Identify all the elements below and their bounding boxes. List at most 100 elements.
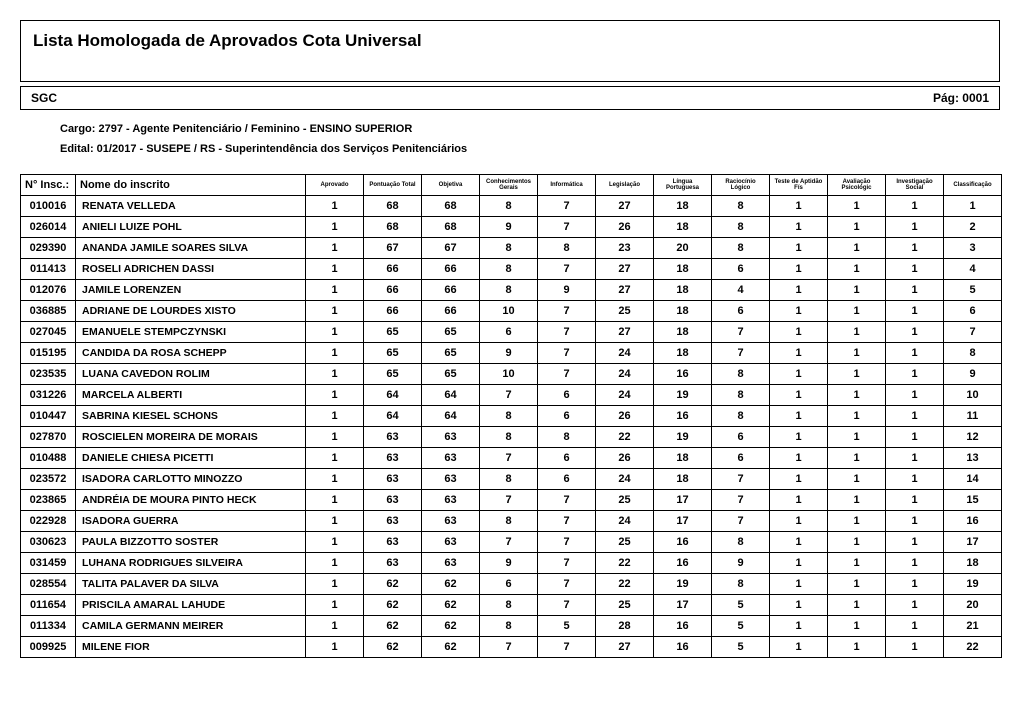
- cell-value: 6: [538, 384, 596, 405]
- table-row: 010488DANIELE CHIESA PICETTI163637626186…: [21, 447, 1002, 468]
- cell-value: 1: [886, 426, 944, 447]
- cell-value: 1: [306, 216, 364, 237]
- table-row: 027870ROSCIELEN MOREIRA DE MORAIS1636388…: [21, 426, 1002, 447]
- cell-value: 6: [712, 447, 770, 468]
- cell-value: 1: [828, 468, 886, 489]
- cell-nome: ROSCIELEN MOREIRA DE MORAIS: [76, 426, 306, 447]
- cell-value: 1: [770, 573, 828, 594]
- col-inscricao: N° Insc.:: [21, 174, 76, 195]
- cell-value: 1: [886, 636, 944, 657]
- cell-value: 1: [306, 636, 364, 657]
- cell-value: 4: [712, 279, 770, 300]
- cell-value: 1: [306, 342, 364, 363]
- cell-value: 1: [886, 279, 944, 300]
- cell-value: 66: [364, 258, 422, 279]
- cell-inscricao: 011413: [21, 258, 76, 279]
- cell-value: 63: [364, 552, 422, 573]
- cell-nome: TALITA PALAVER DA SILVA: [76, 573, 306, 594]
- cell-value: 64: [422, 384, 480, 405]
- cell-value: 1: [828, 615, 886, 636]
- cell-value: 64: [364, 405, 422, 426]
- cell-value: 1: [886, 342, 944, 363]
- col-raciocinio: Raciocínio Lógico: [712, 174, 770, 195]
- cell-value: 6: [538, 447, 596, 468]
- cell-value: 19: [654, 384, 712, 405]
- cell-value: 1: [770, 447, 828, 468]
- cell-value: 8: [712, 237, 770, 258]
- edital-line: Edital: 01/2017 - SUSEPE / RS - Superint…: [60, 140, 1000, 160]
- cell-value: 1: [770, 615, 828, 636]
- cell-value: 6: [712, 300, 770, 321]
- cell-value: 63: [422, 531, 480, 552]
- cell-value: 1: [306, 510, 364, 531]
- cell-value: 7: [538, 552, 596, 573]
- cell-inscricao: 023572: [21, 468, 76, 489]
- cell-value: 22: [944, 636, 1002, 657]
- table-row: 028554TALITA PALAVER DA SILVA16262672219…: [21, 573, 1002, 594]
- cell-nome: PRISCILA AMARAL LAHUDE: [76, 594, 306, 615]
- cell-value: 7: [712, 468, 770, 489]
- cell-value: 17: [654, 594, 712, 615]
- cell-value: 7: [480, 384, 538, 405]
- col-conhecimentos: Conhecimentos Gerais: [480, 174, 538, 195]
- cell-value: 1: [886, 258, 944, 279]
- cell-value: 1: [770, 552, 828, 573]
- cell-nome: ANDRÉIA DE MOURA PINTO HECK: [76, 489, 306, 510]
- cell-nome: LUANA CAVEDON ROLIM: [76, 363, 306, 384]
- cell-value: 7: [538, 321, 596, 342]
- cell-inscricao: 023535: [21, 363, 76, 384]
- cell-value: 1: [770, 321, 828, 342]
- cell-value: 16: [654, 531, 712, 552]
- cell-value: 1: [306, 195, 364, 216]
- cell-value: 16: [654, 636, 712, 657]
- cell-value: 8: [712, 573, 770, 594]
- cell-value: 63: [364, 531, 422, 552]
- col-nome: Nome do inscrito: [76, 174, 306, 195]
- system-code: SGC: [31, 91, 57, 105]
- cell-value: 17: [654, 510, 712, 531]
- cell-value: 8: [712, 216, 770, 237]
- cell-value: 26: [596, 216, 654, 237]
- cell-value: 1: [306, 531, 364, 552]
- cell-value: 63: [364, 426, 422, 447]
- cell-value: 63: [422, 489, 480, 510]
- table-row: 023865ANDRÉIA DE MOURA PINTO HECK1636377…: [21, 489, 1002, 510]
- cell-value: 20: [654, 237, 712, 258]
- cell-value: 18: [654, 195, 712, 216]
- cell-value: 10: [480, 363, 538, 384]
- cell-inscricao: 027045: [21, 321, 76, 342]
- cell-inscricao: 009925: [21, 636, 76, 657]
- col-objetiva: Objetiva: [422, 174, 480, 195]
- cell-value: 1: [828, 216, 886, 237]
- cell-value: 8: [712, 531, 770, 552]
- cell-value: 1: [306, 279, 364, 300]
- cell-nome: ISADORA GUERRA: [76, 510, 306, 531]
- cell-value: 18: [654, 258, 712, 279]
- cell-value: 16: [654, 405, 712, 426]
- cell-value: 7: [538, 300, 596, 321]
- cell-value: 1: [944, 195, 1002, 216]
- cell-value: 1: [306, 489, 364, 510]
- results-table: N° Insc.: Nome do inscrito Aprovado Pont…: [20, 174, 1002, 658]
- cell-value: 11: [944, 405, 1002, 426]
- cell-nome: ROSELI ADRICHEN DASSI: [76, 258, 306, 279]
- col-pontuacao: Pontuação Total: [364, 174, 422, 195]
- cell-value: 66: [422, 300, 480, 321]
- cell-value: 62: [364, 636, 422, 657]
- table-row: 027045EMANUELE STEMPCZYNSKI1656567271871…: [21, 321, 1002, 342]
- cell-value: 1: [886, 594, 944, 615]
- cell-nome: MILENE FIOR: [76, 636, 306, 657]
- cell-value: 63: [422, 447, 480, 468]
- cell-value: 5: [538, 615, 596, 636]
- cell-value: 5: [712, 636, 770, 657]
- cell-value: 1: [306, 258, 364, 279]
- cell-value: 7: [538, 489, 596, 510]
- cell-value: 63: [364, 447, 422, 468]
- cell-value: 8: [712, 405, 770, 426]
- cell-value: 8: [480, 258, 538, 279]
- cell-value: 7: [538, 510, 596, 531]
- cell-value: 1: [886, 489, 944, 510]
- cell-value: 1: [886, 447, 944, 468]
- cell-value: 7: [538, 258, 596, 279]
- cell-inscricao: 028554: [21, 573, 76, 594]
